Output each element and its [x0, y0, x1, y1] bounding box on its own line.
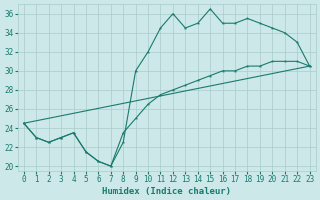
- X-axis label: Humidex (Indice chaleur): Humidex (Indice chaleur): [102, 187, 231, 196]
